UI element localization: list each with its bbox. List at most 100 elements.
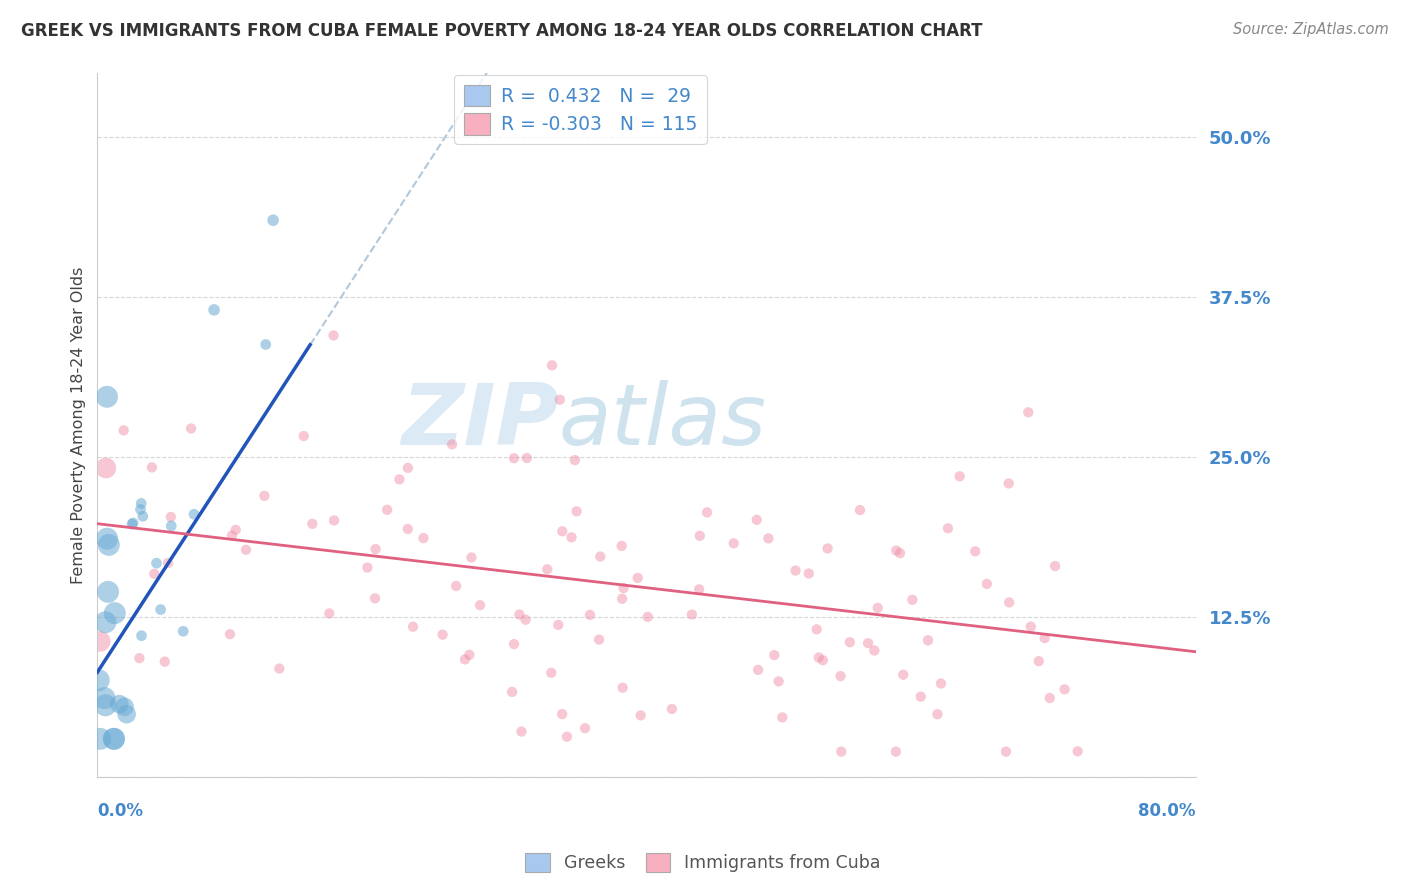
Point [768,674,790,689]
Text: 80.0%: 80.0% [1139,802,1195,820]
Point [112,423,135,437]
Point [145,556,167,570]
Point [689,529,711,543]
Point [160,519,183,533]
Point [96,532,118,546]
Point [441,437,464,451]
Point [811,653,834,667]
Point [541,359,564,373]
Point [612,681,634,695]
Text: atlas: atlas [558,380,766,463]
Point [121,517,143,532]
Point [548,392,571,407]
Point [131,629,153,643]
Point [884,543,907,558]
Point [863,643,886,657]
Point [202,302,225,317]
Point [797,566,820,581]
Point [221,528,243,542]
Text: Source: ZipAtlas.com: Source: ZipAtlas.com [1233,22,1389,37]
Point [94,615,117,630]
Point [149,602,172,616]
Point [108,697,131,711]
Point [807,650,830,665]
Point [806,623,828,637]
Point [770,710,793,724]
Point [104,606,127,620]
Point [143,566,166,581]
Point [157,556,180,570]
Point [995,745,1018,759]
Point [540,665,562,680]
Point [96,390,118,404]
Point [97,585,120,599]
Point [627,571,650,585]
Point [172,624,194,639]
Point [402,620,425,634]
Point [856,636,879,650]
Point [269,661,291,675]
Point [866,601,889,615]
Point [785,564,807,578]
Point [508,607,530,622]
Point [936,521,959,535]
Point [87,673,110,688]
Point [103,731,125,746]
Point [132,509,155,524]
Point [515,613,537,627]
Point [122,516,145,530]
Point [460,550,482,565]
Point [830,745,852,759]
Point [838,635,860,649]
Point [1066,744,1088,758]
Point [927,707,949,722]
Text: ZIP: ZIP [401,380,558,463]
Point [891,667,914,681]
Point [301,516,323,531]
Point [183,508,205,522]
Point [180,421,202,435]
Point [454,652,477,666]
Point [589,549,612,564]
Point [503,637,526,651]
Point [114,699,136,714]
Point [579,607,602,622]
Point [94,698,117,713]
Point [745,513,768,527]
Point [917,633,939,648]
Point [1019,619,1042,633]
Point [613,581,636,595]
Point [564,453,586,467]
Point [89,731,111,746]
Point [681,607,703,622]
Point [516,450,538,465]
Point [97,538,120,552]
Point [884,745,907,759]
Point [547,618,569,632]
Point [747,663,769,677]
Legend: Greeks, Immigrants from Cuba: Greeks, Immigrants from Cuba [519,846,887,879]
Point [817,541,839,556]
Point [129,496,152,510]
Point [901,592,924,607]
Point [510,724,533,739]
Point [141,460,163,475]
Point [318,607,340,621]
Point [501,685,523,699]
Point [976,577,998,591]
Point [444,579,467,593]
Text: GREEK VS IMMIGRANTS FROM CUBA FEMALE POVERTY AMONG 18-24 YEAR OLDS CORRELATION C: GREEK VS IMMIGRANTS FROM CUBA FEMALE POV… [21,22,983,40]
Point [129,502,152,516]
Point [160,509,183,524]
Point [375,503,398,517]
Point [763,648,786,662]
Point [551,707,574,722]
Point [610,539,633,553]
Point [225,523,247,537]
Point [412,531,434,545]
Point [219,627,242,641]
Point [322,328,344,343]
Point [253,489,276,503]
Point [128,651,150,665]
Point [696,505,718,519]
